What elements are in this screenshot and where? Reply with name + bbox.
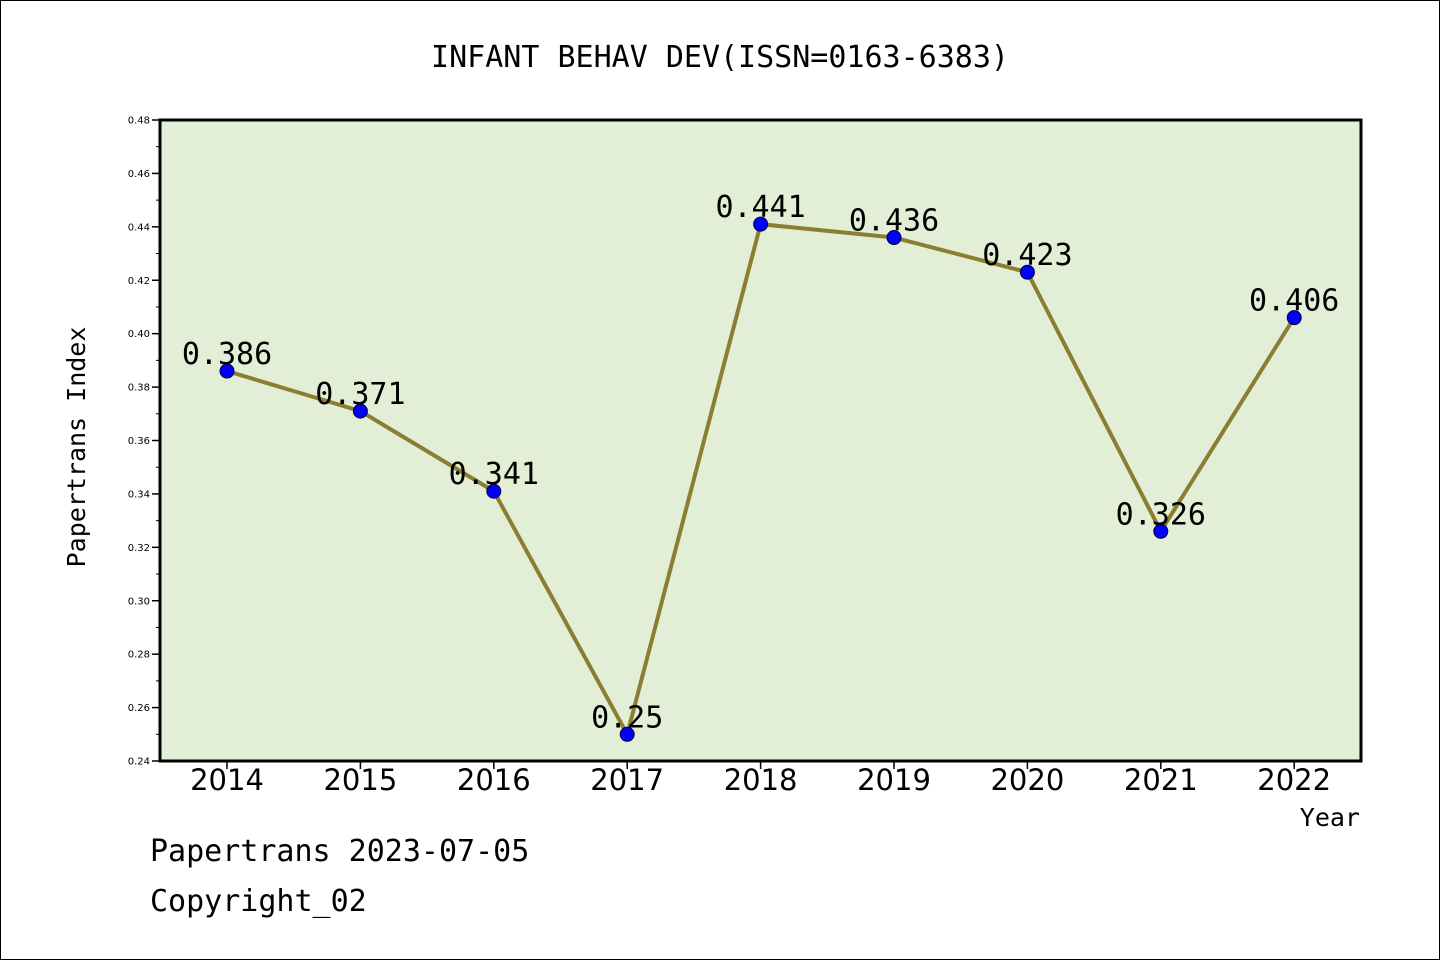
y-tick-label: 0.38 xyxy=(128,383,150,394)
x-tick-label: 2021 xyxy=(1124,763,1198,797)
x-tick-label: 2017 xyxy=(590,763,664,797)
data-label: 0.341 xyxy=(449,457,539,492)
y-tick-label: 0.48 xyxy=(128,116,150,127)
footer-copyright: Copyright_02 xyxy=(150,884,367,919)
data-point xyxy=(486,483,502,499)
data-point xyxy=(1153,523,1169,539)
footer-date: Papertrans 2023-07-05 xyxy=(150,834,530,869)
data-point xyxy=(1286,310,1302,326)
data-label: 0.371 xyxy=(315,377,405,412)
x-axis: 2014 2015 2016 2017 2018 2019 2020 2021 2022 xyxy=(190,761,1331,797)
x-tick-label: 2019 xyxy=(857,763,931,797)
data-label: 0.441 xyxy=(715,190,805,225)
y-tick-label: 0.24 xyxy=(128,757,150,768)
data-point xyxy=(1019,264,1035,280)
y-tick-label: 0.26 xyxy=(128,703,150,714)
data-label: 0.326 xyxy=(1116,497,1206,532)
data-point xyxy=(886,230,902,246)
data-point xyxy=(219,363,235,379)
y-axis: 0.24 0.26 0.28 0.30 0.32 0.34 0.36 0.38 0.40 0.42… xyxy=(128,116,160,768)
series-line xyxy=(219,216,1302,742)
data-label: 0.386 xyxy=(182,337,272,372)
data-labels: 0.386 0.371 0.341 0.25 0.441 0.436 0.423 0.326 0… xyxy=(182,190,1340,735)
data-label: 0.406 xyxy=(1249,284,1339,319)
y-tick-label: 0.40 xyxy=(128,329,150,340)
data-point xyxy=(352,403,368,419)
data-label: 0.25 xyxy=(591,700,663,735)
x-tick-label: 2020 xyxy=(990,763,1064,797)
y-tick-label: 0.36 xyxy=(128,436,150,447)
x-tick-label: 2018 xyxy=(724,763,798,797)
y-axis-label: Papertrans Index xyxy=(62,327,91,568)
y-tick-label: 0.34 xyxy=(128,489,150,500)
x-tick-label: 2022 xyxy=(1257,763,1331,797)
y-tick-label: 0.44 xyxy=(128,222,150,233)
y-tick-label: 0.46 xyxy=(128,169,150,180)
data-label: 0.423 xyxy=(982,238,1072,273)
y-tick-label: 0.28 xyxy=(128,650,150,661)
data-point xyxy=(619,726,635,742)
x-tick-label: 2015 xyxy=(323,763,397,797)
y-tick-label: 0.42 xyxy=(128,276,150,287)
y-tick-label: 0.30 xyxy=(128,596,150,607)
x-tick-label: 2014 xyxy=(190,763,264,797)
x-axis-label: Year xyxy=(1300,803,1360,832)
data-label: 0.436 xyxy=(849,204,939,239)
x-tick-label: 2016 xyxy=(457,763,531,797)
y-tick-label: 0.32 xyxy=(128,543,150,554)
chart-title: INFANT BEHAV DEV(ISSN=0163-6383) xyxy=(431,40,1009,75)
data-point xyxy=(753,216,769,232)
